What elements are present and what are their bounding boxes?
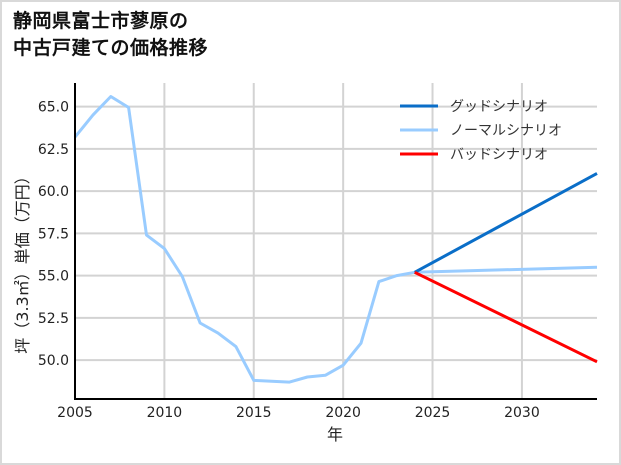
x-tick-label: 2005 (57, 405, 93, 421)
y-axis-label: 坪（3.3㎡）単価（万円） (13, 168, 32, 353)
axes: 2005 2010 2015 2020 2025 2030 50.0 52.5 55.0 57.5… (13, 83, 597, 444)
series-lines (73, 95, 598, 384)
x-tick-label: 2025 (415, 405, 451, 421)
grid-lines (75, 83, 597, 399)
legend-label: バッドシナリオ (450, 147, 548, 163)
x-tick-label: 2010 (147, 405, 183, 421)
y-tick-label: 50.0 (38, 353, 69, 369)
y-tick-label: 57.5 (38, 226, 69, 242)
y-tick-label: 55.0 (38, 269, 69, 285)
series-line (413, 172, 598, 274)
legend-label: ノーマルシナリオ (450, 123, 562, 139)
series-line (73, 95, 598, 384)
series-line (414, 270, 598, 364)
y-tick-label: 52.5 (38, 311, 69, 327)
y-tick-label: 62.5 (38, 142, 69, 158)
x-tick-label: 2015 (236, 405, 272, 421)
y-tick-label: 65.0 (38, 100, 69, 116)
y-tick-label: 60.0 (38, 184, 69, 200)
x-tick-label: 2030 (504, 405, 540, 421)
chart-title: 静岡県富士市蓼原の 中古戸建ての価格推移 (13, 10, 209, 59)
x-tick-label: 2020 (325, 405, 361, 421)
legend-label: グッドシナリオ (450, 99, 548, 115)
x-axis-label: 年 (327, 425, 343, 444)
